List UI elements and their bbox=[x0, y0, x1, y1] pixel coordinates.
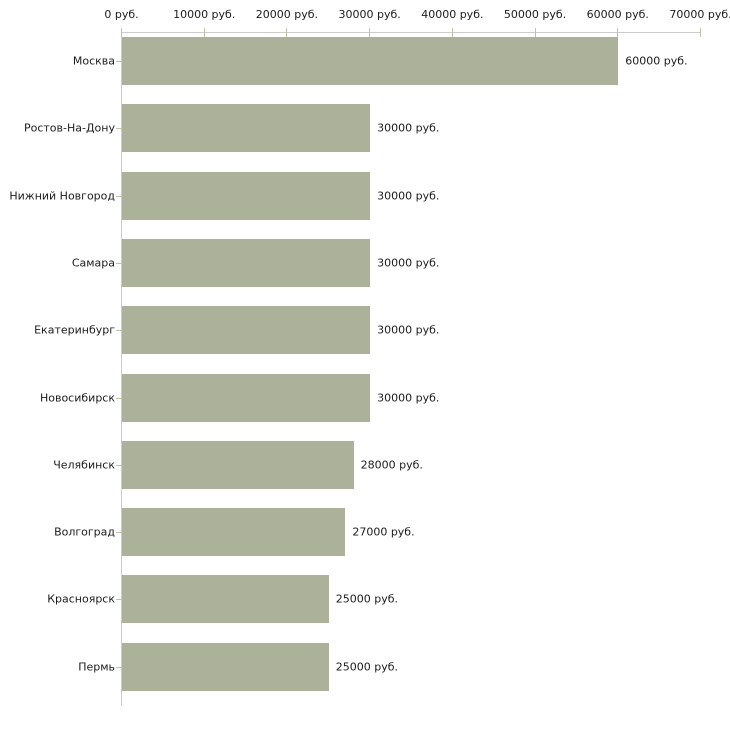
category-label: Нижний Новгород bbox=[9, 189, 115, 203]
value-label: 30000 руб. bbox=[377, 323, 440, 337]
category-label: Москва bbox=[72, 54, 115, 68]
x-tick-label: 50000 руб. bbox=[503, 8, 567, 21]
x-tick-label: 70000 руб. bbox=[669, 8, 730, 21]
x-tick-label: 20000 руб. bbox=[255, 8, 319, 21]
x-tick-mark bbox=[369, 28, 371, 37]
bar bbox=[122, 642, 329, 691]
category-tick-mark bbox=[116, 397, 122, 399]
x-axis-line bbox=[121, 32, 701, 33]
x-tick-label: 60000 руб. bbox=[586, 8, 649, 21]
value-label: 25000 руб. bbox=[335, 592, 399, 606]
x-tick-mark bbox=[534, 28, 536, 37]
value-label: 60000 руб. bbox=[625, 54, 688, 68]
value-label: 30000 руб. bbox=[377, 121, 440, 135]
bar-row: Челябинск 28000 руб. bbox=[0, 436, 730, 503]
bar-row: Екатеринбург 30000 руб. bbox=[0, 301, 730, 368]
category-label: Красноярск bbox=[47, 592, 115, 606]
bar bbox=[122, 575, 329, 624]
bar bbox=[122, 238, 371, 287]
category-label: Пермь bbox=[78, 660, 115, 674]
bar-row: Самара 30000 руб. bbox=[0, 234, 730, 301]
category-label: Ростов-На-Дону bbox=[23, 121, 115, 135]
category-tick-mark bbox=[116, 195, 122, 197]
category-label: Челябинск bbox=[53, 458, 115, 472]
category-tick-mark bbox=[116, 532, 122, 534]
bar bbox=[122, 306, 371, 355]
category-tick-mark bbox=[116, 262, 122, 264]
category-tick-mark bbox=[116, 464, 122, 466]
bar-row: Ростов-На-Дону 30000 руб. bbox=[0, 99, 730, 166]
bar bbox=[122, 508, 346, 557]
value-label: 30000 руб. bbox=[377, 391, 440, 404]
bar-row: Волгоград 27000 руб. bbox=[0, 503, 730, 570]
category-tick-mark bbox=[116, 61, 122, 62]
x-tick-mark bbox=[286, 28, 288, 37]
x-tick-mark bbox=[451, 28, 453, 37]
bar bbox=[122, 37, 619, 85]
value-label: 25000 руб. bbox=[335, 660, 399, 674]
bar bbox=[122, 104, 371, 153]
bar bbox=[122, 440, 354, 489]
category-label: Новосибирск bbox=[39, 391, 115, 404]
category-tick-mark bbox=[116, 128, 122, 130]
value-label: 27000 руб. bbox=[352, 525, 415, 539]
bar-row: Пермь 25000 руб. bbox=[0, 638, 730, 705]
category-label: Волгоград bbox=[54, 525, 115, 539]
category-label: Самара bbox=[71, 256, 115, 270]
bar bbox=[122, 171, 371, 220]
x-tick-mark bbox=[203, 28, 205, 37]
category-label: Екатеринбург bbox=[34, 323, 115, 337]
x-tick-mark bbox=[121, 28, 122, 37]
y-axis-line bbox=[121, 32, 122, 706]
x-tick-label: 0 руб. bbox=[104, 8, 139, 21]
bar-row: Нижний Новгород 30000 руб. bbox=[0, 167, 730, 234]
bar-row: Новосибирск 30000 руб. bbox=[0, 369, 730, 436]
x-tick-label: 30000 руб. bbox=[338, 8, 401, 21]
value-label: 28000 руб. bbox=[360, 458, 423, 472]
value-label: 30000 руб. bbox=[377, 189, 440, 203]
x-tick-mark bbox=[700, 28, 701, 37]
category-tick-mark bbox=[116, 666, 122, 668]
category-tick-mark bbox=[116, 599, 122, 601]
bar-row: Красноярск 25000 руб. bbox=[0, 570, 730, 637]
x-tick-label: 40000 руб. bbox=[421, 8, 484, 21]
category-tick-mark bbox=[116, 330, 122, 332]
x-tick-label: 10000 руб. bbox=[173, 8, 236, 21]
value-label: 30000 руб. bbox=[377, 256, 440, 270]
bar-row: Москва 60000 руб. bbox=[0, 32, 730, 99]
x-tick-mark bbox=[617, 28, 619, 37]
bar bbox=[122, 373, 371, 422]
